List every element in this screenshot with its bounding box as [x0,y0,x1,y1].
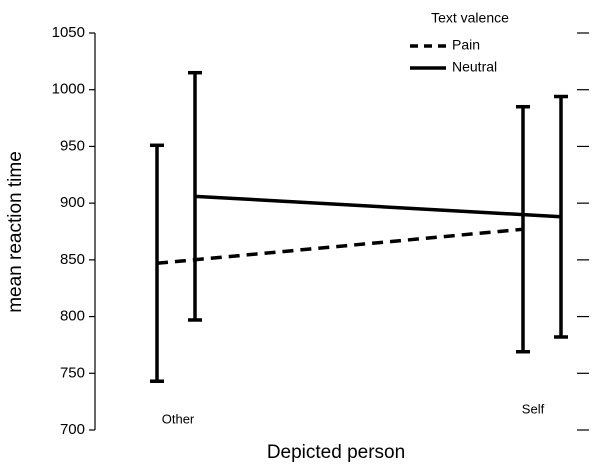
error-bar [554,94,568,339]
legend-label: Pain [452,37,480,53]
legend-title: Text valence [431,10,509,26]
error-bar [150,143,164,383]
y-tick-label: 800 [60,308,85,325]
y-tick-label: 700 [60,421,85,438]
x-tick-label: Self [522,401,545,416]
error-bar [516,104,530,354]
y-tick-label: 850 [60,251,85,268]
x-tick-label: Other [162,411,195,426]
y-tick-label: 900 [60,194,85,211]
y-tick-label: 750 [60,364,85,381]
y-tick-label: 1050 [52,24,85,41]
x-axis-label: Depicted person [267,442,405,463]
y-tick-label: 950 [60,137,85,154]
series-line [156,227,524,266]
series-line [194,194,562,219]
y-tick-label: 1000 [52,81,85,98]
legend-label: Neutral [452,59,497,75]
y-axis-label: mean reaction time [5,151,26,313]
error-bar [188,70,202,322]
